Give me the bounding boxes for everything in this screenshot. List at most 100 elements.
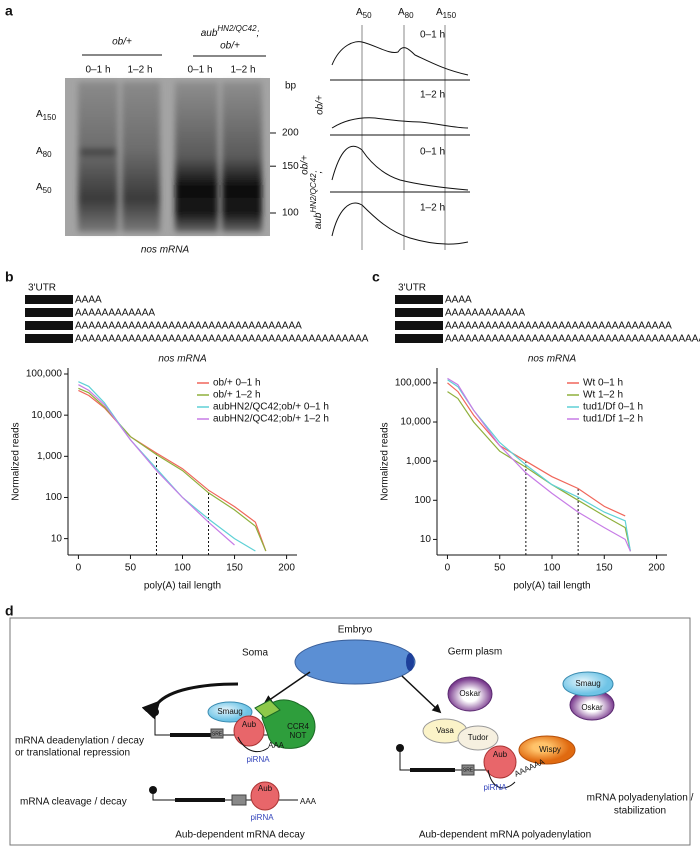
ccr4-not-subunit bbox=[254, 699, 281, 719]
trace-box bbox=[330, 25, 470, 250]
marker-base: A bbox=[356, 7, 363, 18]
sre bbox=[231, 794, 247, 806]
trace-header: A80 bbox=[398, 7, 414, 20]
pirna-strand bbox=[237, 736, 269, 753]
lane-label: 0–1 h bbox=[85, 65, 110, 76]
mrna bbox=[399, 748, 410, 771]
poly-a-tail: AAAAAAAAAAAAAAAAAAAAAAAAAAAAAAAAAAAAAAAA… bbox=[445, 334, 700, 345]
mrna bbox=[154, 712, 170, 736]
panel-label: d bbox=[5, 603, 14, 619]
x-tick-label: 50 bbox=[125, 563, 137, 574]
genotype-rest: ; bbox=[313, 170, 324, 173]
series-line bbox=[78, 381, 256, 552]
sre bbox=[461, 764, 475, 776]
aub bbox=[233, 715, 265, 747]
chart-title: nos mRNA bbox=[528, 354, 577, 365]
pirna-strand bbox=[487, 769, 516, 789]
series-line bbox=[78, 387, 267, 552]
marker-base: A bbox=[398, 7, 405, 18]
arrow bbox=[263, 671, 311, 705]
genotype-label: ob/+ bbox=[220, 41, 240, 52]
legend-label: ob/+ 0–1 h bbox=[213, 378, 261, 389]
arrow bbox=[401, 675, 442, 714]
bp-tick-label: 200 bbox=[282, 128, 299, 139]
legend-label: ob/+ 1–2 h bbox=[213, 390, 261, 401]
trace-row-label: 1–2 h bbox=[420, 203, 445, 214]
pirna-label: piRNA bbox=[483, 783, 507, 792]
marker-sub: 150 bbox=[443, 11, 457, 20]
bp-tick-label: 100 bbox=[282, 208, 299, 219]
legend-label: Wt 1–2 h bbox=[583, 390, 623, 401]
lane bbox=[78, 82, 118, 232]
x-tick-label: 100 bbox=[174, 563, 191, 574]
tail-marker: A150 bbox=[36, 109, 57, 122]
y-tick-label: 1,000 bbox=[37, 451, 62, 462]
poly-a-tail: AAAAAAAAAAAA bbox=[75, 308, 155, 319]
caption: Aub-dependent mRNA polyadenylation bbox=[419, 830, 591, 841]
series-line bbox=[78, 389, 267, 552]
outcome-label: mRNA deadenylation / decay bbox=[15, 736, 144, 747]
x-tick-label: 150 bbox=[596, 563, 613, 574]
series-line bbox=[78, 384, 235, 546]
legend-label: tud1/Df 0–1 h bbox=[583, 402, 643, 413]
y-tick-label: 10 bbox=[420, 534, 432, 545]
gel-caption: nos mRNA bbox=[141, 245, 190, 256]
tail-marker: A50 bbox=[36, 182, 52, 195]
x-tick-label: 200 bbox=[278, 563, 295, 574]
ccr4-label: CCR4 bbox=[287, 722, 309, 731]
y-tick-label: 100 bbox=[414, 495, 431, 506]
sre-label: SRE bbox=[212, 731, 223, 737]
oskar-label: Oskar bbox=[581, 703, 603, 712]
utr-bar bbox=[395, 308, 443, 317]
oskar-label: Oskar bbox=[459, 689, 481, 698]
smaug-label: Smaug bbox=[217, 707, 242, 716]
pirna-label: piRNA bbox=[250, 813, 274, 822]
tail: AAA bbox=[300, 797, 317, 806]
legend-label: aubHN2/QC42;ob/+ 1–2 h bbox=[213, 414, 329, 425]
tudor-label: Tudor bbox=[468, 733, 489, 742]
trace-row-label: 1–2 h bbox=[420, 90, 445, 101]
trace-header: A50 bbox=[356, 7, 372, 20]
trace-row-label: 0–1 h bbox=[420, 147, 445, 158]
caption: Aub-dependent mRNA decay bbox=[175, 830, 305, 841]
lane-label: 0–1 h bbox=[187, 65, 212, 76]
chart-title: nos mRNA bbox=[158, 354, 207, 365]
x-tick-label: 50 bbox=[494, 563, 506, 574]
germ-plasm bbox=[406, 653, 414, 671]
poly-a-tail: AAAAAAAAAAAAAAAAAAAAAAAAAAAAAAAAAA bbox=[75, 321, 302, 332]
outcome-label: stabilization bbox=[614, 806, 666, 817]
x-tick-label: 0 bbox=[76, 563, 82, 574]
bp-unit: bp bbox=[285, 81, 297, 92]
repression-arrow bbox=[141, 682, 239, 720]
marker-sub: 50 bbox=[363, 11, 372, 20]
marker-sub: 50 bbox=[43, 186, 52, 195]
lane bbox=[122, 82, 160, 232]
utr-label: 3'UTR bbox=[398, 283, 426, 294]
utr-bar bbox=[25, 295, 73, 304]
y-tick-label: 10,000 bbox=[31, 410, 62, 421]
legend-label: tud1/Df 1–2 h bbox=[583, 414, 643, 425]
aub bbox=[250, 781, 280, 811]
poly-a-tail: AAAAAAAAAAAA bbox=[445, 308, 525, 319]
y-tick-label: 100 bbox=[45, 492, 62, 503]
panel-label: a bbox=[5, 3, 13, 19]
legend-label: Wt 0–1 h bbox=[583, 378, 623, 389]
trace bbox=[331, 202, 469, 245]
x-axis-label: poly(A) tail length bbox=[144, 581, 221, 592]
marker-sub: 150 bbox=[43, 113, 57, 122]
utr-bar bbox=[25, 308, 73, 317]
x-tick-label: 0 bbox=[445, 563, 451, 574]
trace bbox=[331, 117, 469, 129]
sre bbox=[210, 728, 224, 739]
smaug bbox=[207, 701, 253, 723]
marker-base: A bbox=[36, 146, 43, 157]
x-tick-label: 100 bbox=[544, 563, 561, 574]
genotype-label: ob/+ bbox=[112, 37, 132, 48]
panel-label: b bbox=[5, 269, 14, 285]
marker-sub: 80 bbox=[43, 150, 52, 159]
x-tick-label: 150 bbox=[226, 563, 243, 574]
smaug-label: Smaug bbox=[575, 679, 600, 688]
outcome-label: mRNA cleavage / decay bbox=[20, 797, 127, 808]
legend-label: aubHN2/QC42;ob/+ 0–1 h bbox=[213, 402, 329, 413]
trace-genotype: aubHN2/QC42; bbox=[309, 170, 324, 229]
